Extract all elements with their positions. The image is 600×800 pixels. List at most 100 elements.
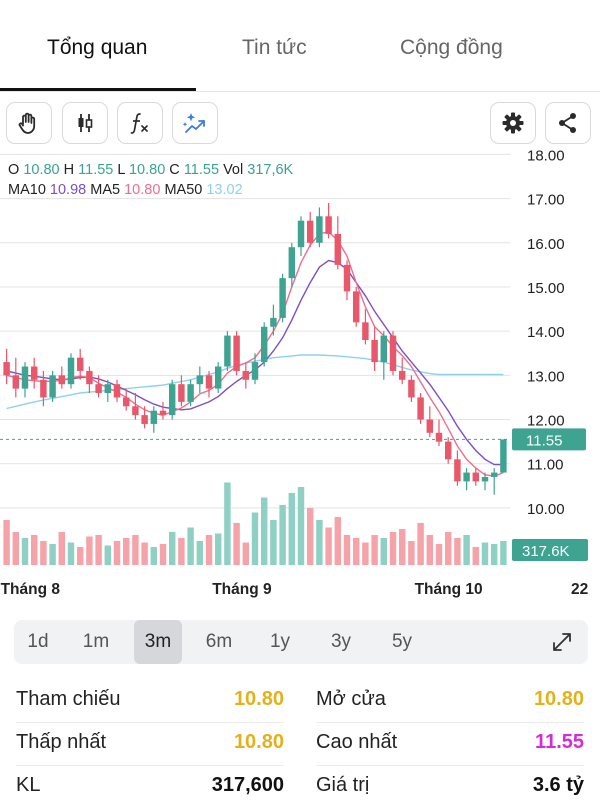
share-icon — [559, 113, 576, 133]
sparkle-arrow-icon — [182, 113, 205, 133]
candlestick-icon — [78, 114, 93, 132]
volume-bar — [343, 535, 351, 565]
range-3y[interactable]: 3y — [330, 631, 352, 652]
volume-bar — [500, 541, 507, 565]
indicators-button[interactable] — [117, 102, 163, 144]
expand-icon[interactable] — [550, 630, 574, 654]
y-tick-label: 17.00 — [527, 192, 565, 209]
range-5y[interactable]: 5y — [391, 631, 413, 652]
candle-body — [242, 370, 250, 380]
volume-value: 317,6K — [247, 162, 294, 178]
volume-bar — [279, 505, 286, 565]
candle-body — [40, 379, 47, 398]
candle-body — [288, 247, 296, 279]
close-label: C — [169, 162, 180, 178]
volume-bar — [168, 532, 176, 565]
candle-body — [500, 439, 507, 473]
candle-body — [3, 362, 10, 376]
volume-bar — [371, 535, 378, 565]
candle-body — [67, 357, 75, 385]
y-tick-label: 13.00 — [527, 368, 565, 385]
ma5-value: 10.80 — [124, 182, 161, 198]
candle-body — [325, 216, 332, 234]
range-1m[interactable]: 1m — [82, 631, 110, 652]
volume-bar — [224, 482, 231, 565]
last-volume-label: 317.6K — [522, 543, 570, 560]
candle-body — [316, 216, 323, 243]
chart-type-button[interactable] — [62, 102, 108, 144]
candle-body — [435, 432, 443, 442]
volume-bar — [270, 520, 277, 565]
candlestick-chart[interactable]: 18.00 17.00 16.00 15.00 14.00 13.00 12.00 11.00… — [0, 150, 600, 610]
ai-analysis-button[interactable] — [172, 102, 218, 144]
tab-community[interactable]: Cộng đồng — [400, 36, 503, 59]
candle-body — [168, 384, 176, 416]
x-axis-label: Tháng 8 — [1, 581, 61, 598]
volume-bar — [297, 487, 305, 565]
candle-body — [444, 441, 452, 460]
range-1y[interactable]: 1y — [269, 631, 291, 652]
volume-bar — [472, 547, 480, 565]
volume-bar — [306, 508, 314, 565]
candle-body — [380, 335, 388, 363]
divider — [316, 765, 584, 766]
volume-bar — [141, 542, 148, 565]
candle-body — [104, 384, 112, 394]
price-chart[interactable]: 18.00 17.00 16.00 15.00 14.00 13.00 12.00 11.00… — [0, 150, 600, 610]
tab-overview[interactable]: Tổng quan — [47, 36, 148, 59]
high-price-label: Cao nhất — [316, 731, 398, 753]
candle-body — [481, 476, 489, 482]
volume-bar — [251, 512, 259, 565]
chart-settings-button[interactable] — [490, 102, 536, 144]
low-price-value: 10.80 — [233, 731, 284, 753]
volume-bar — [408, 541, 415, 565]
stock-stats: Tham chiếu 10.80 Mở cửa 10.80 Thấp nhất … — [0, 676, 600, 800]
volume-bar — [426, 535, 434, 565]
candle-body — [30, 366, 38, 380]
volume-bar — [490, 544, 498, 565]
chart-toolbar — [0, 100, 600, 148]
candle-body — [389, 335, 397, 371]
candle-body — [224, 335, 231, 367]
volume-bar — [444, 532, 452, 565]
volume-bar — [178, 538, 185, 565]
y-tick-label: 15.00 — [527, 280, 565, 297]
range-6m[interactable]: 6m — [205, 631, 233, 652]
reference-price-label: Tham chiếu — [16, 688, 121, 710]
share-button[interactable] — [545, 102, 591, 144]
open-label: O — [8, 162, 20, 178]
volume-bar — [30, 535, 38, 565]
candle-body — [343, 264, 351, 292]
volume-bar — [417, 523, 424, 565]
low-label: L — [117, 162, 125, 178]
volume-bar — [196, 541, 204, 565]
volume-bar — [122, 538, 130, 565]
candle-body — [371, 340, 378, 363]
volume-label: Vol — [223, 162, 244, 178]
value-stat-label: Giá trị — [316, 774, 370, 796]
tab-news[interactable]: Tin tức — [242, 36, 307, 59]
hand-draw-button[interactable] — [6, 102, 52, 144]
volume-bar — [104, 545, 112, 565]
volume-bar — [49, 544, 56, 565]
ohlc-legend: O 10.80 H 11.55 L 10.80 C 11.55 Vol 317,… — [8, 160, 293, 200]
volume-bar — [95, 535, 102, 565]
divider — [16, 722, 284, 723]
ma10-label: MA10 — [8, 182, 46, 198]
low-price-label: Thấp nhất — [16, 731, 107, 753]
candle-body — [408, 379, 415, 398]
volume-bar — [113, 541, 121, 565]
last-volume-badge — [512, 539, 588, 561]
candle-body — [21, 366, 29, 389]
volume-bar — [435, 544, 443, 565]
candle-body — [233, 335, 240, 371]
range-1d[interactable]: 1d — [27, 631, 49, 652]
volume-bar — [380, 538, 388, 565]
open-price-label: Mở cửa — [316, 688, 386, 710]
time-range-selector: 1d 1m 3m 6m 1y 3y 5y — [14, 620, 588, 664]
volume-bar — [67, 542, 75, 565]
range-3m[interactable]: 3m — [134, 620, 182, 664]
candle-body — [150, 410, 158, 424]
volume-bar — [463, 535, 470, 565]
candle-body — [159, 410, 167, 416]
